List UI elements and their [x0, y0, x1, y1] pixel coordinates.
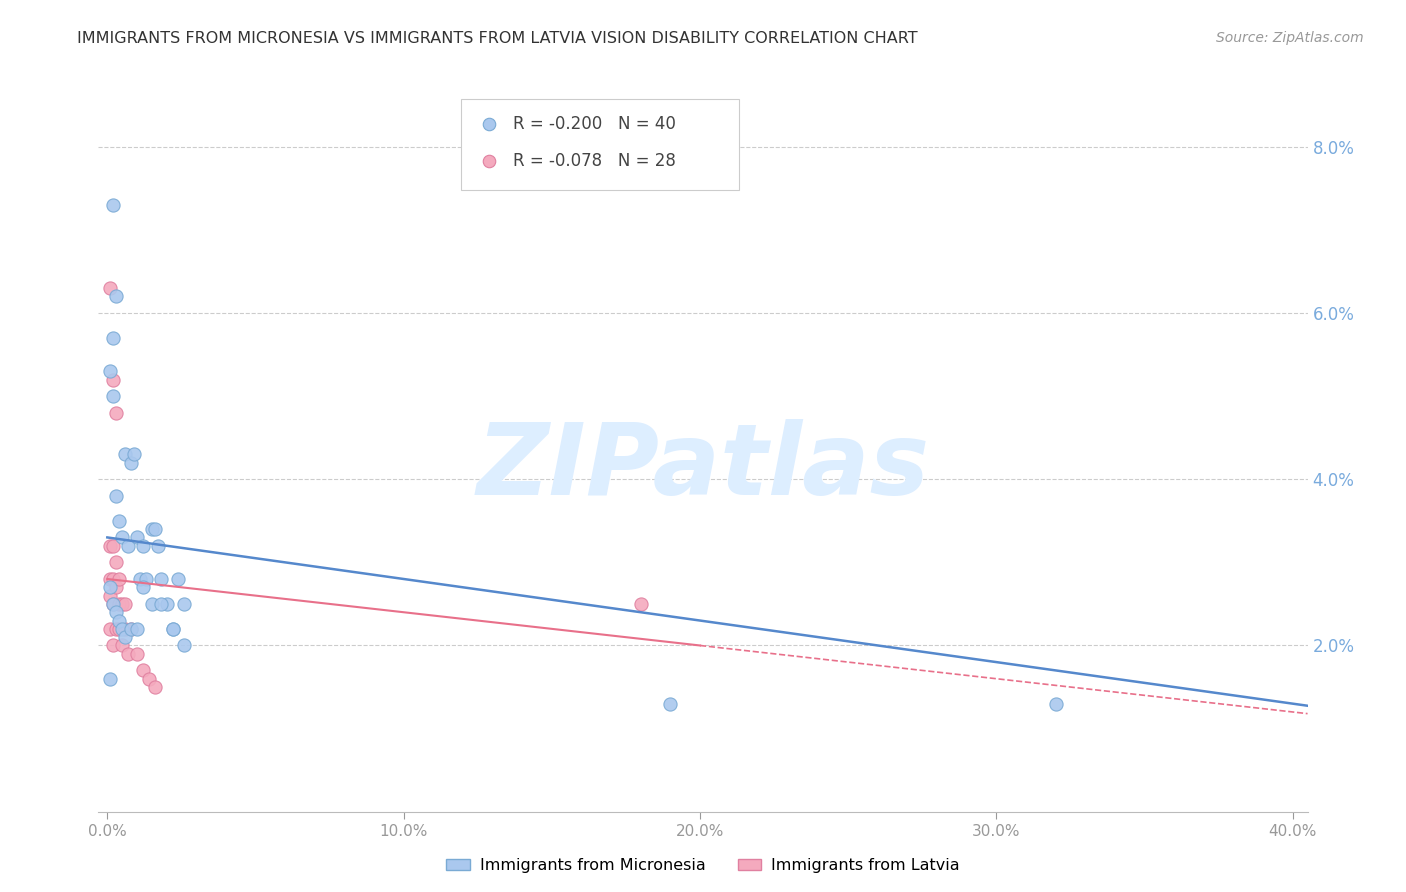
Point [105, 580, 128, 594]
Point [167, 572, 190, 586]
Legend: Immigrants from Micronesia, Immigrants from Latvia: Immigrants from Micronesia, Immigrants f… [440, 852, 966, 880]
Point [111, 530, 134, 544]
Point [146, 539, 169, 553]
Point [141, 597, 163, 611]
Point [143, 522, 166, 536]
Point [173, 597, 195, 611]
Text: R = -0.078   N = 28: R = -0.078 N = 28 [513, 152, 676, 169]
Point [1045, 697, 1067, 711]
Point [98, 281, 121, 295]
Point [114, 597, 136, 611]
Point [108, 572, 131, 586]
Point [120, 622, 142, 636]
Point [149, 597, 172, 611]
Point [141, 522, 163, 536]
Point [162, 622, 184, 636]
Point [108, 622, 131, 636]
Point [122, 447, 145, 461]
Point [659, 697, 682, 711]
Point [114, 622, 136, 636]
Point [105, 489, 128, 503]
FancyBboxPatch shape [461, 99, 740, 190]
Point [117, 539, 139, 553]
Point [103, 331, 125, 345]
Point [111, 639, 134, 653]
Point [173, 639, 195, 653]
Point [111, 622, 134, 636]
Point [143, 680, 166, 694]
Point [108, 597, 131, 611]
Point [105, 406, 128, 420]
Point [103, 572, 125, 586]
Point [108, 514, 131, 528]
Point [155, 597, 177, 611]
Point [120, 456, 142, 470]
Point [125, 530, 148, 544]
Point [117, 647, 139, 661]
Point [135, 572, 157, 586]
Point [98, 364, 121, 378]
Point [125, 647, 148, 661]
Point [98, 622, 121, 636]
Text: IMMIGRANTS FROM MICRONESIA VS IMMIGRANTS FROM LATVIA VISION DISABILITY CORRELATI: IMMIGRANTS FROM MICRONESIA VS IMMIGRANTS… [77, 31, 918, 46]
Point [162, 622, 184, 636]
Point [120, 622, 142, 636]
Point [105, 622, 128, 636]
Point [114, 630, 136, 644]
Point [129, 572, 152, 586]
Point [103, 389, 125, 403]
Point [103, 539, 125, 553]
Text: R = -0.200   N = 40: R = -0.200 N = 40 [513, 115, 676, 133]
Point [105, 555, 128, 569]
Point [103, 198, 125, 212]
Point [98, 589, 121, 603]
Point [108, 614, 131, 628]
Point [98, 580, 121, 594]
Point [138, 672, 160, 686]
Point [111, 597, 134, 611]
Point [98, 672, 121, 686]
Point [98, 572, 121, 586]
Point [103, 597, 125, 611]
Point [114, 447, 136, 461]
Point [125, 622, 148, 636]
Point [132, 539, 155, 553]
Point [105, 605, 128, 619]
Point [98, 539, 121, 553]
Point [103, 639, 125, 653]
Point [132, 664, 155, 678]
Point [105, 289, 128, 303]
Text: Source: ZipAtlas.com: Source: ZipAtlas.com [1216, 31, 1364, 45]
Point [149, 572, 172, 586]
Point [132, 580, 155, 594]
Point [103, 372, 125, 386]
Text: ZIPatlas: ZIPatlas [477, 419, 929, 516]
Point [103, 597, 125, 611]
Point [630, 597, 652, 611]
